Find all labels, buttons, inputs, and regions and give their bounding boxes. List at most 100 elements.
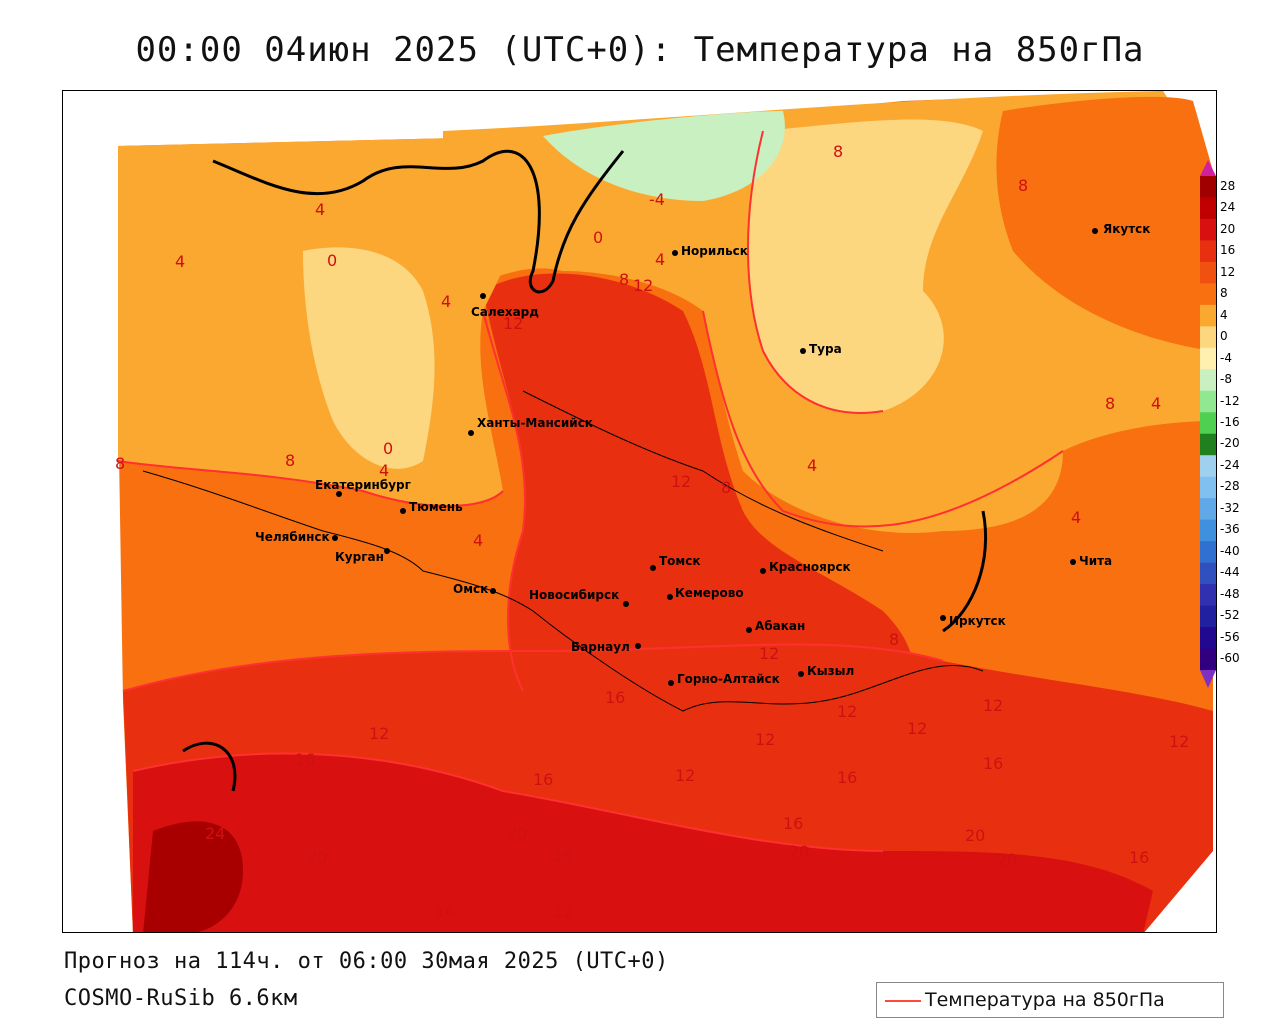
isotherm-lines [117, 130, 1064, 852]
colorbar-swatch [1200, 498, 1216, 521]
svg-text:4: 4 [379, 461, 389, 480]
svg-text:12: 12 [983, 696, 1003, 715]
svg-text:8: 8 [889, 630, 899, 649]
city-omsk: Омск [453, 582, 496, 596]
colorbar-swatch [1200, 326, 1216, 349]
svg-text:20: 20 [789, 842, 809, 861]
svg-text:Екатеринбург: Екатеринбург [315, 478, 411, 492]
colorbar-swatch [1200, 369, 1216, 392]
svg-text:16: 16 [1129, 848, 1149, 867]
colorbar-swatch [1200, 283, 1216, 306]
zone-12-tongue [483, 273, 913, 720]
svg-text:8: 8 [833, 142, 843, 161]
colorbar-swatch [1200, 648, 1216, 671]
colorbar-tick-label: -28 [1220, 479, 1240, 494]
svg-text:12: 12 [503, 314, 523, 333]
city-tomsk: Томск [650, 554, 701, 571]
colorbar-swatch [1200, 412, 1216, 435]
city-kemerovo: Кемерово [667, 586, 744, 600]
svg-text:4: 4 [315, 200, 325, 219]
svg-text:16: 16 [295, 750, 315, 769]
colorbar-swatch [1200, 304, 1216, 327]
colorbar-swatch [1200, 455, 1216, 478]
svg-text:Абакан: Абакан [755, 619, 805, 633]
map-title: 00:00 04июн 2025 (UTC+0): Температура на… [135, 30, 1145, 70]
zone-0-north [748, 119, 983, 413]
city-barnaul: Барнаул [571, 640, 641, 654]
svg-text:12: 12 [553, 902, 573, 921]
svg-text:12: 12 [837, 702, 857, 721]
city-tura: Тура [800, 342, 842, 356]
city-yekaterinburg: Екатеринбург [315, 478, 411, 497]
svg-text:Барнаул: Барнаул [571, 640, 630, 654]
colorbar-swatch [1200, 433, 1216, 456]
colorbar-swatch [1200, 261, 1216, 284]
svg-text:-4: -4 [649, 190, 665, 209]
zone-0-west [303, 247, 435, 469]
svg-text:Красноярск: Красноярск [769, 560, 851, 574]
svg-text:Иркутск: Иркутск [949, 614, 1006, 628]
colorbar-bottom-arrow [1200, 670, 1216, 688]
borders [142, 390, 984, 712]
colorbar-tick-label: -36 [1220, 522, 1240, 537]
svg-text:20: 20 [965, 826, 985, 845]
colorbar-tick-label: -60 [1220, 651, 1240, 666]
colorbar-tick-label: -4 [1220, 350, 1232, 365]
map-canvas: Якутск Норильск Салехард Тура Ханты-Манс… [115, 91, 1213, 932]
isotherm-labels: 8 8 4 4 0 4 8 8 0 4 4 -4 0 4 8 12 12 12 … [115, 142, 1189, 921]
colorbar-swatch [1200, 347, 1216, 370]
svg-text:8: 8 [619, 270, 629, 289]
svg-text:12: 12 [1169, 732, 1189, 751]
colorbar-swatch [1200, 197, 1216, 220]
svg-text:12: 12 [907, 719, 927, 738]
svg-text:20: 20 [997, 850, 1017, 869]
svg-text:Горно-Алтайск: Горно-Алтайск [677, 672, 780, 686]
svg-text:Тюмень: Тюмень [409, 500, 463, 514]
colorbar-tick-label: -48 [1220, 586, 1240, 601]
svg-text:16: 16 [553, 846, 573, 865]
svg-text:12: 12 [633, 276, 653, 295]
colorbar-swatches [1200, 160, 1216, 688]
svg-text:12: 12 [755, 730, 775, 749]
svg-text:Чита: Чита [1079, 554, 1112, 568]
svg-text:0: 0 [593, 228, 603, 247]
colorbar-tick-label: 8 [1220, 286, 1228, 301]
city-salekhard: Салехард [471, 293, 539, 319]
svg-text:4: 4 [1151, 394, 1161, 413]
colorbar-swatch [1200, 584, 1216, 607]
colorbar-swatch [1200, 562, 1216, 585]
svg-text:16: 16 [783, 814, 803, 833]
svg-text:4: 4 [441, 292, 451, 311]
colorbar-swatch [1200, 240, 1216, 263]
svg-text:8: 8 [721, 478, 731, 497]
svg-text:4: 4 [655, 250, 665, 269]
svg-text:Челябинск: Челябинск [255, 530, 330, 544]
svg-text:12: 12 [369, 724, 389, 743]
colorbar-tick-label: -32 [1220, 500, 1240, 515]
zone-8-east [996, 96, 1213, 351]
colorbar-tick-label: 12 [1220, 264, 1236, 279]
colorbar-tick-label: -56 [1220, 629, 1240, 644]
svg-text:Курган: Курган [335, 550, 384, 564]
colorbar-tick-label: 28 [1220, 178, 1236, 193]
svg-text:Якутск: Якутск [1103, 222, 1150, 236]
svg-text:20: 20 [307, 848, 327, 867]
city-chita: Чита [1070, 554, 1112, 568]
svg-text:16: 16 [605, 688, 625, 707]
svg-text:Ханты-Мансийск: Ханты-Мансийск [477, 416, 593, 430]
cities: Якутск Норильск Салехард Тура Ханты-Манс… [255, 222, 1150, 686]
svg-text:0: 0 [383, 439, 393, 458]
svg-text:16: 16 [435, 902, 455, 921]
svg-text:12: 12 [759, 644, 779, 663]
svg-text:16: 16 [533, 770, 553, 789]
colorbar-tick-label: -52 [1220, 608, 1240, 623]
colorbar-tick-label: -16 [1220, 415, 1240, 429]
temperature-colorbar: 28 24 20 16 12 8 4 0 -4 -8 -12 -16 -20 -24 -28 -32 -36 -4… [1198, 160, 1278, 690]
city-khanty-mansiysk: Ханты-Мансийск [468, 416, 593, 436]
colorbar-swatch [1200, 390, 1216, 413]
colorbar-tick-label: -44 [1220, 565, 1240, 580]
svg-text:Кызыл: Кызыл [807, 664, 854, 678]
city-tyumen: Тюмень [400, 500, 463, 514]
city-gorno-altaysk: Горно-Алтайск [668, 672, 780, 686]
city-abakan: Абакан [746, 619, 805, 633]
